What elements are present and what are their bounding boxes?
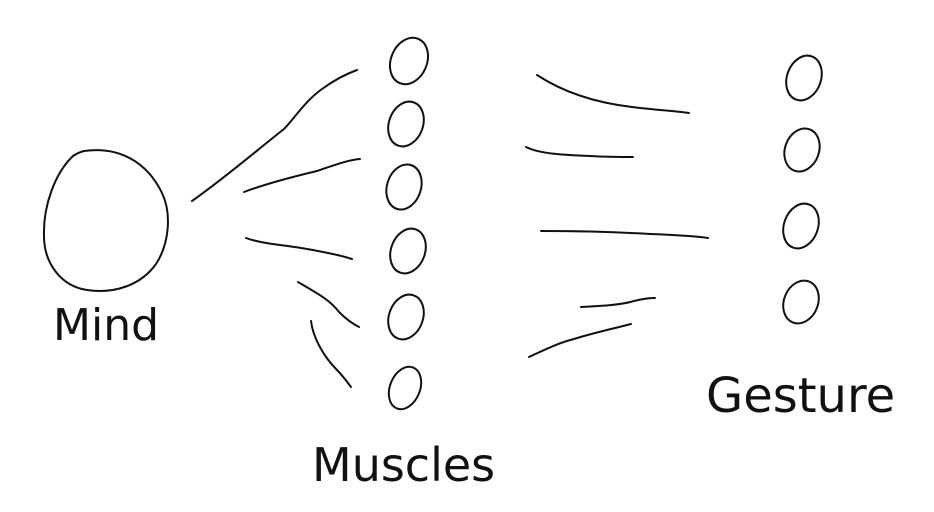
gesture-link-line-4 <box>580 297 656 308</box>
muscle-oval-6 <box>387 365 423 411</box>
mind-link-line-2 <box>243 158 361 193</box>
muscle-oval-4 <box>389 227 427 275</box>
gesture-link-line-3 <box>540 230 709 239</box>
muscle-oval-3 <box>385 163 423 211</box>
gesture-link-line-2 <box>525 146 634 158</box>
gesture-oval-4 <box>782 279 820 325</box>
gesture-link-line-1 <box>536 74 690 114</box>
gesture-oval-2 <box>783 127 821 173</box>
muscle-oval-5 <box>387 293 425 341</box>
mind-link-line-4 <box>297 281 360 328</box>
muscle-oval-1 <box>388 36 430 86</box>
muscles-label: Muscles <box>312 438 496 492</box>
gesture-label: Gesture <box>706 368 896 424</box>
muscle-oval-2 <box>387 100 425 148</box>
gesture-link-line-5 <box>528 323 632 358</box>
mind-label: Mind <box>53 300 160 351</box>
gesture-oval-1 <box>785 54 823 102</box>
gesture-oval-3 <box>782 202 820 250</box>
mind-link-line-1 <box>191 69 358 202</box>
mind-link-line-3 <box>245 237 353 260</box>
mind-circle <box>42 149 169 292</box>
mind-link-line-5 <box>310 320 352 388</box>
